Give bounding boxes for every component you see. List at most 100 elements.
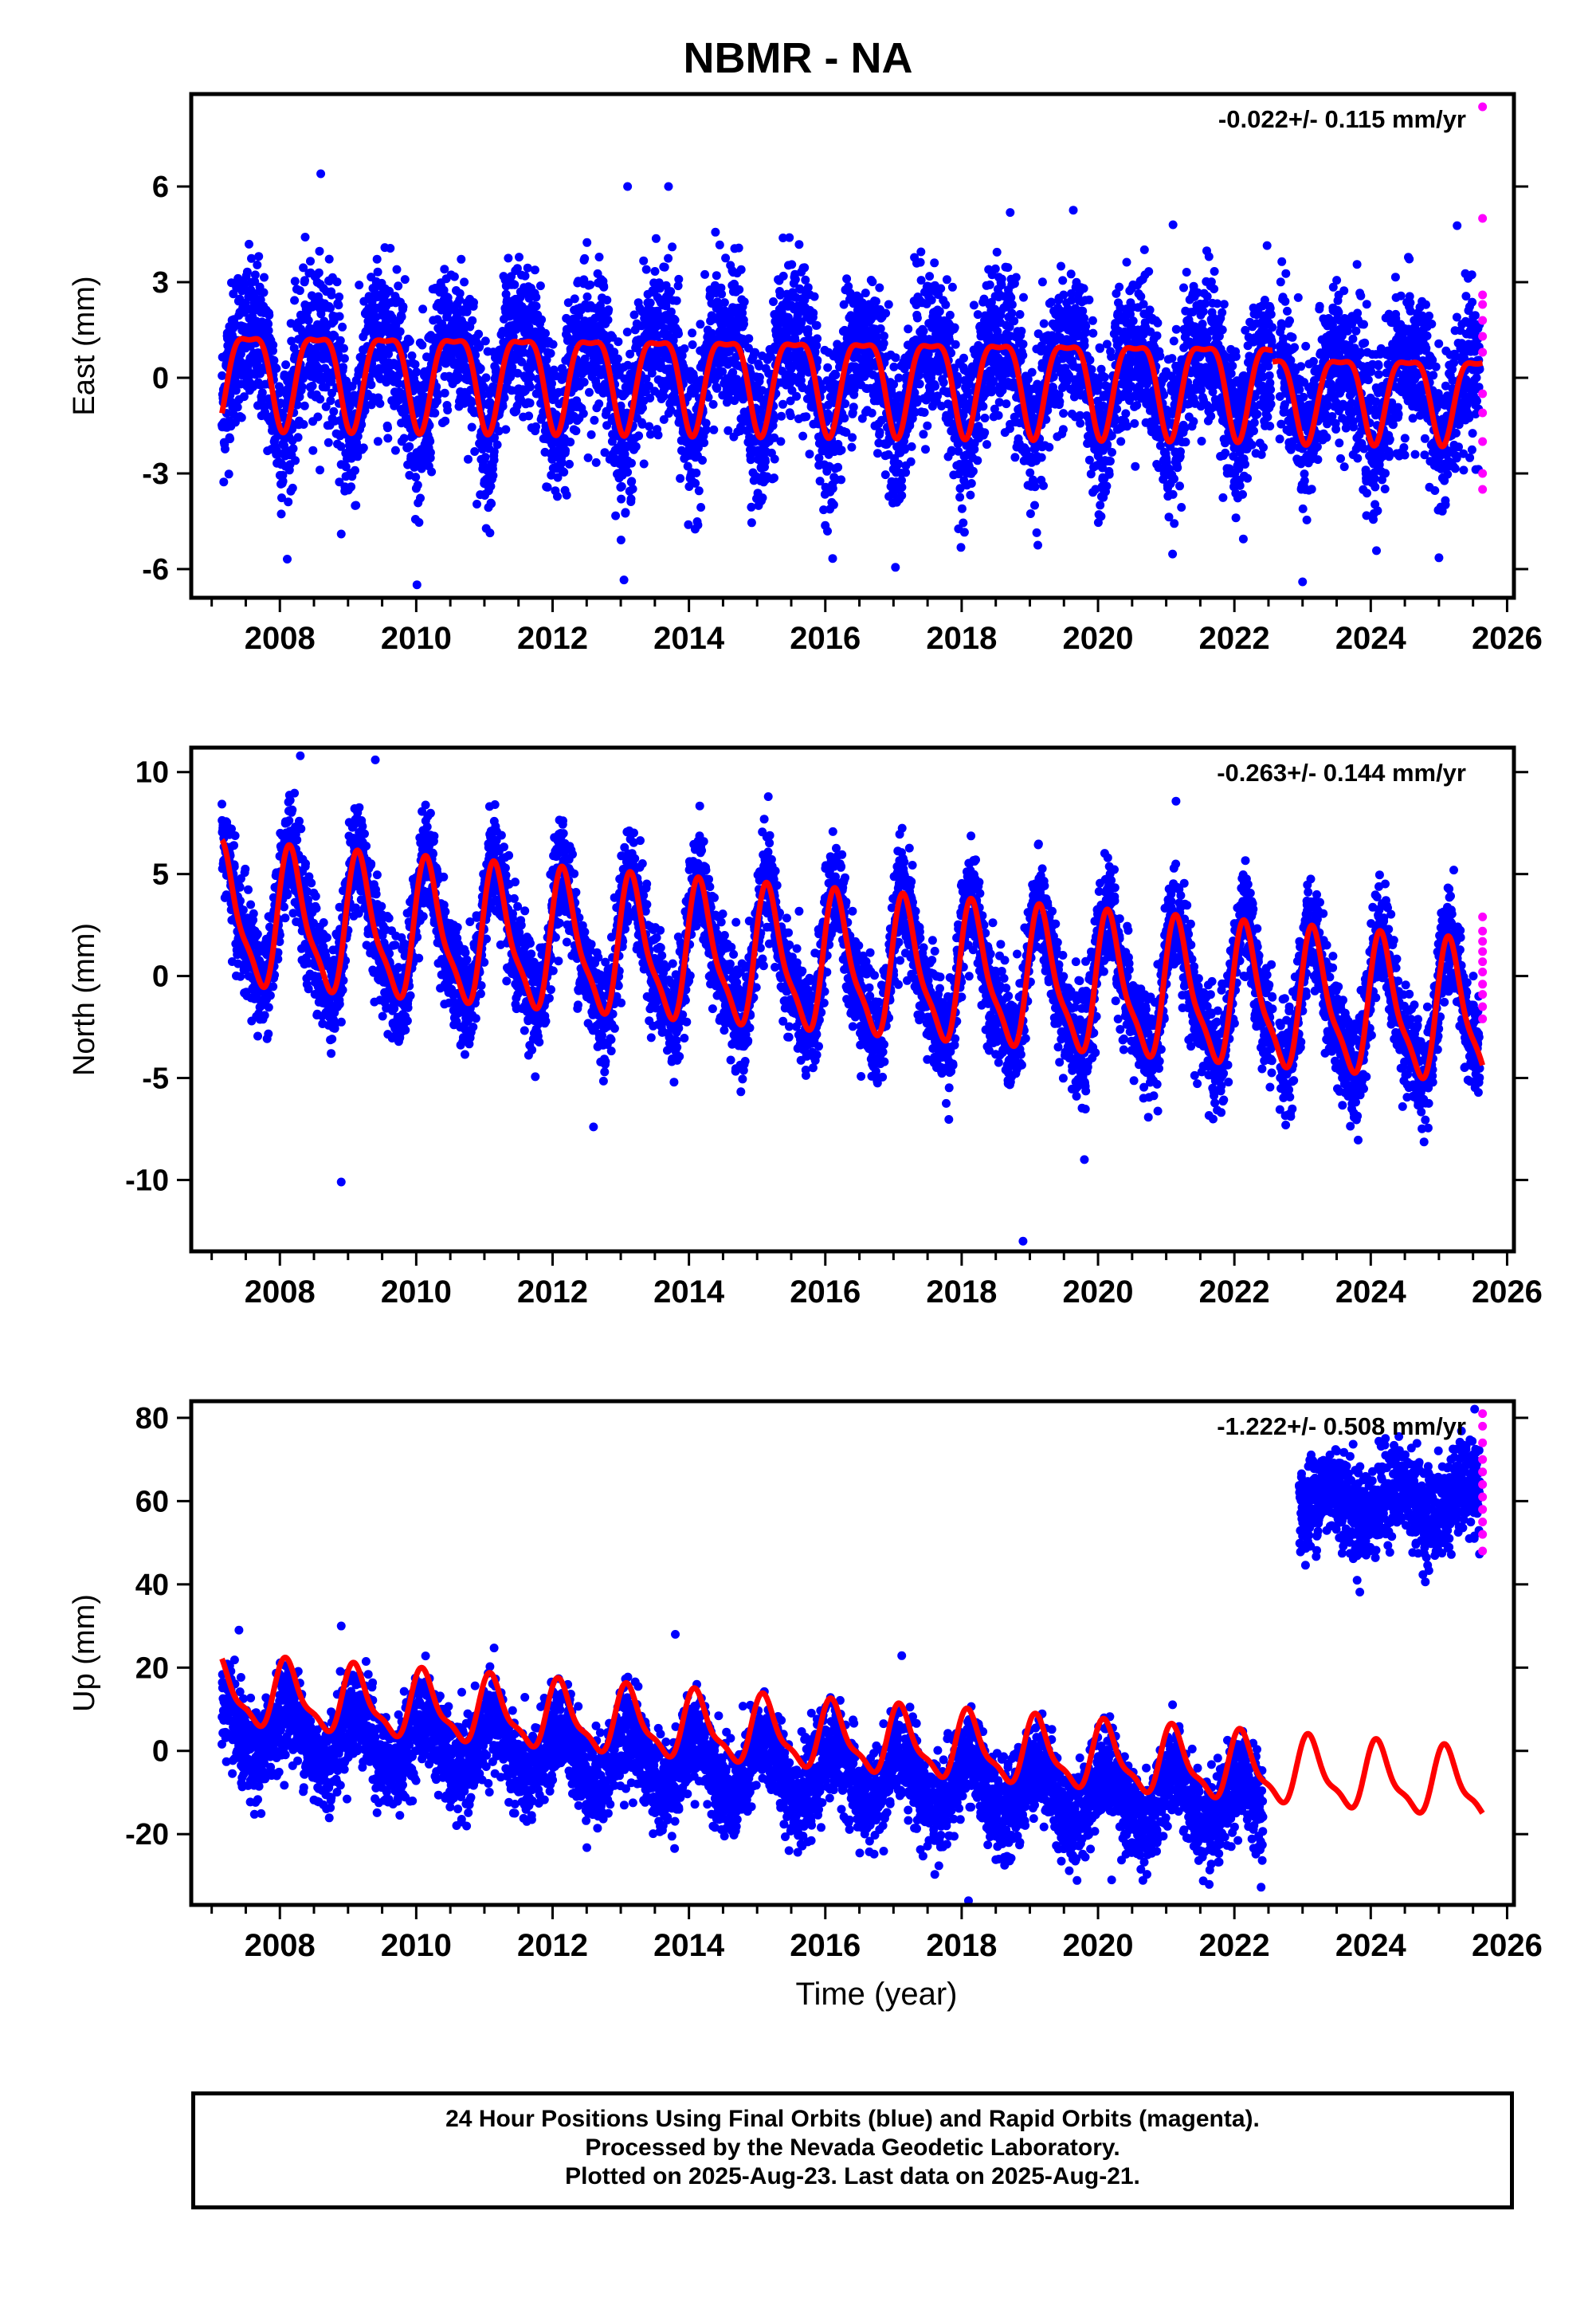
- final-point: [316, 395, 325, 404]
- final-point: [931, 382, 940, 391]
- final-point: [916, 257, 925, 267]
- final-point: [810, 292, 819, 301]
- final-point: [1007, 308, 1017, 318]
- final-point: [440, 388, 449, 398]
- final-point: [264, 326, 273, 336]
- final-point: [392, 265, 402, 274]
- final-point: [935, 307, 944, 316]
- final-point: [959, 353, 968, 363]
- final-point: [837, 475, 846, 485]
- final-point: [390, 446, 400, 455]
- final-point: [955, 493, 965, 502]
- final-point: [583, 453, 593, 462]
- final-point: [602, 296, 612, 304]
- final-point: [801, 275, 810, 285]
- final-point: [785, 233, 794, 242]
- final-point: [777, 411, 786, 421]
- final-point: [334, 300, 343, 310]
- final-point: [281, 360, 291, 370]
- final-point: [842, 274, 852, 284]
- final-point: [257, 388, 267, 398]
- final-point: [383, 423, 392, 433]
- final-point: [973, 456, 982, 465]
- final-point: [936, 284, 946, 293]
- final-point: [812, 320, 822, 330]
- final-point: [231, 386, 241, 395]
- final-point: [680, 344, 689, 353]
- final-point: [295, 286, 304, 296]
- final-point: [287, 336, 296, 346]
- final-point: [487, 499, 496, 509]
- final-point: [915, 371, 923, 380]
- final-point: [327, 290, 336, 300]
- final-point: [992, 247, 1002, 257]
- final-point: [880, 470, 890, 480]
- final-point: [254, 252, 264, 261]
- final-point: [790, 275, 800, 285]
- final-point: [614, 337, 623, 347]
- final-point: [383, 434, 393, 443]
- final-point: [945, 310, 955, 320]
- final-point: [288, 444, 298, 454]
- final-point: [828, 484, 837, 493]
- final-point: [1032, 528, 1041, 537]
- final-point: [245, 239, 253, 249]
- final-point: [778, 271, 788, 281]
- final-point: [693, 520, 703, 530]
- final-point: [239, 392, 249, 402]
- final-point: [792, 391, 802, 401]
- final-point: [440, 265, 449, 274]
- final-point: [666, 287, 676, 296]
- final-point: [627, 477, 637, 486]
- final-point: [413, 481, 422, 490]
- final-point: [1057, 261, 1065, 271]
- final-point: [526, 383, 535, 391]
- final-point: [672, 296, 681, 305]
- final-point: [698, 456, 707, 465]
- final-point: [386, 244, 395, 253]
- final-point: [1039, 319, 1049, 328]
- final-point: [338, 322, 347, 332]
- final-point: [950, 323, 959, 332]
- final-point: [1030, 501, 1039, 510]
- final-point: [373, 267, 382, 277]
- final-point: [1088, 316, 1097, 325]
- final-point: [645, 422, 654, 431]
- final-point: [978, 402, 988, 411]
- final-point: [696, 503, 706, 512]
- final-point: [400, 275, 410, 285]
- final-point: [626, 494, 636, 504]
- final-point: [397, 312, 406, 321]
- final-point: [500, 393, 509, 403]
- final-point: [1144, 267, 1154, 277]
- final-point: [225, 434, 235, 444]
- final-point: [315, 246, 324, 256]
- final-point: [985, 280, 994, 289]
- final-point: [841, 399, 850, 408]
- final-point: [531, 301, 541, 311]
- final-point: [351, 501, 361, 510]
- final-point: [339, 344, 348, 353]
- final-point: [353, 431, 363, 441]
- final-point: [295, 392, 304, 402]
- final-point: [276, 399, 285, 408]
- final-point: [292, 400, 302, 410]
- final-point: [474, 329, 484, 339]
- final-point: [1121, 409, 1131, 418]
- final-point: [585, 387, 594, 397]
- final-point: [1002, 399, 1011, 409]
- final-point: [425, 448, 435, 457]
- final-point: [411, 473, 421, 482]
- final-point: [233, 403, 242, 412]
- final-point: [1085, 355, 1095, 365]
- final-point: [604, 305, 614, 315]
- final-point: [455, 289, 465, 298]
- final-point: [873, 449, 882, 458]
- final-point: [1058, 276, 1068, 285]
- final-point: [253, 356, 262, 366]
- final-point: [925, 272, 935, 281]
- final-point: [449, 272, 459, 281]
- final-point: [1059, 409, 1069, 418]
- final-point: [912, 313, 922, 323]
- final-point: [336, 442, 346, 451]
